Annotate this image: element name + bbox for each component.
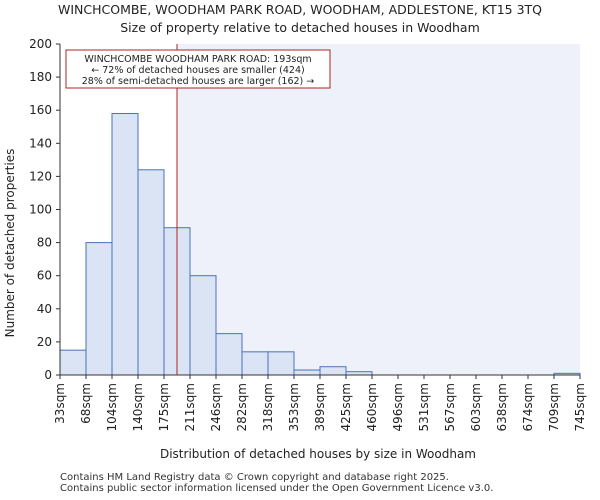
y-tick-label: 140 [29,136,52,150]
annotation-box [65,49,331,89]
histogram-bar [85,242,113,376]
histogram-bar [111,113,139,376]
histogram-bar [215,333,243,376]
x-tick-label: 603sqm [469,383,483,431]
x-tick-label: 674sqm [521,383,535,431]
x-tick-label: 353sqm [287,383,301,431]
histogram-bar [241,351,269,376]
x-tick-label: 104sqm [105,383,119,431]
chart-subtitle: Size of property relative to detached ho… [120,20,480,35]
annotation-line-2: ← 72% of detached houses are smaller (42… [91,65,304,76]
x-tick-label: 460sqm [365,383,379,431]
footer-line-1: Contains HM Land Registry data © Crown c… [60,472,449,483]
y-axis-label: Number of detached properties [3,149,17,338]
y-tick-label: 120 [29,169,52,183]
chart-title: WINCHCOMBE, WOODHAM PARK ROAD, WOODHAM, … [57,2,543,17]
x-tick-label: 567sqm [443,383,457,431]
y-tick-label: 100 [29,203,52,217]
x-tick-label: 282sqm [235,383,249,431]
histogram-bar [267,351,295,376]
x-tick-label: 68sqm [79,383,93,424]
histogram-bar [59,349,87,376]
histogram-bar [137,169,165,376]
x-tick-label: 33sqm [53,383,67,424]
x-tick-label: 318sqm [261,383,275,431]
x-tick-label: 531sqm [417,383,431,431]
y-tick-label: 180 [29,70,52,84]
histogram-bar [189,275,217,376]
y-tick-label: 20 [37,335,52,349]
annotation-line-3: 28% of semi-detached houses are larger (… [82,76,315,87]
y-tick-label: 0 [44,368,52,382]
y-tick-label: 80 [37,236,52,250]
x-tick-label: 140sqm [131,383,145,431]
x-tick-label: 638sqm [495,383,509,431]
x-axis-label: Distribution of detached houses by size … [160,447,476,461]
y-tick-label: 60 [37,269,52,283]
annotation-line-1: WINCHCOMBE WOODHAM PARK ROAD: 193sqm [84,54,311,65]
x-tick-label: 425sqm [339,383,353,431]
x-tick-label: 709sqm [547,383,561,431]
histogram-bar [293,369,321,376]
larger-region-shade [177,44,580,375]
x-tick-label: 211sqm [183,383,197,431]
y-tick-label: 200 [29,37,52,51]
x-tick-label: 175sqm [157,383,171,431]
y-tick-label: 40 [37,302,52,316]
x-tick-label: 246sqm [209,383,223,431]
histogram-bar [319,366,347,376]
x-tick-label: 496sqm [391,383,405,431]
footer-line-2: Contains public sector information licen… [60,483,494,494]
y-tick-label: 160 [29,103,52,117]
x-tick-label: 389sqm [313,383,327,431]
x-tick-label: 745sqm [573,383,587,431]
